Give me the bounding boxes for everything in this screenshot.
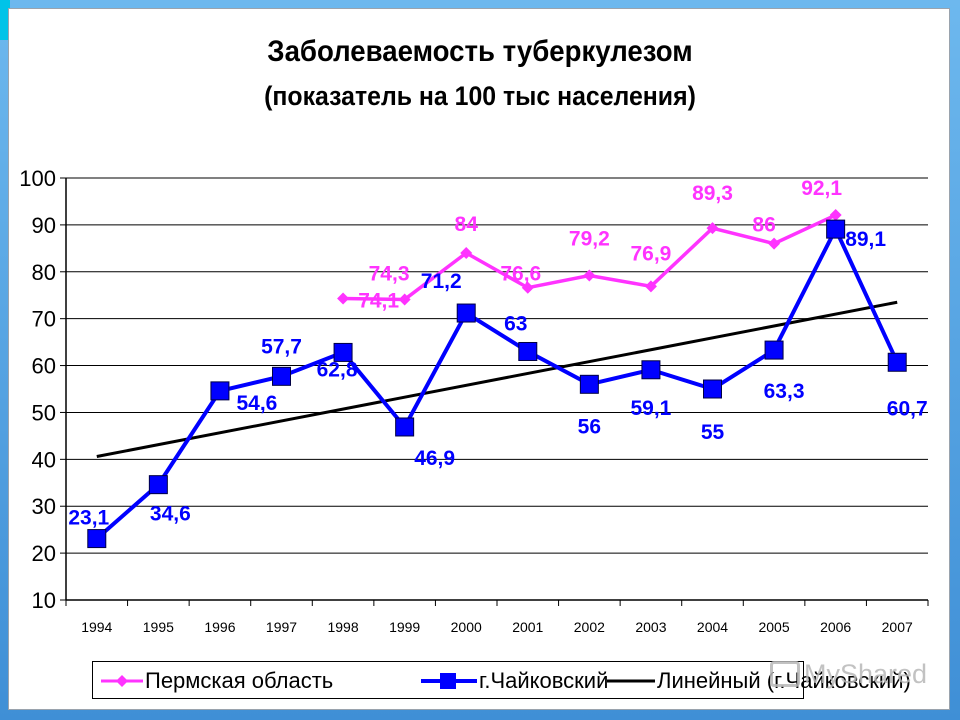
chaikovsky-point [272,366,291,386]
perm-point [460,247,473,260]
presentation-icon [770,661,800,687]
perm-data-label: 89,3 [692,182,733,205]
x-tick-label: 2004 [697,619,728,635]
axes: 10 20 30 40 50 60 70 80 90 100 1994 1995 1996 1997 199… [19,166,929,635]
legend-item-perm: Пермская область [99,662,333,700]
chaikovsky-point [518,341,538,361]
x-tick-label: 2006 [820,619,851,635]
x-tick-label: 2002 [574,619,605,635]
perm-data-label: 86 [752,214,775,237]
x-tick-label: 2003 [635,619,666,635]
legend-label-trend: Линейный (г.Чайковский) [657,668,911,693]
perm-data-label: 74,1 [358,289,399,312]
chaikovsky-series [87,219,907,549]
perm-series [337,209,842,306]
chaikovsky-point [887,352,907,372]
x-tick-label: 1998 [327,619,358,635]
chaikovsky-point [87,529,107,549]
chaikovsky-data-label: 46,9 [414,447,455,470]
y-tick-label: 50 [32,400,56,425]
y-tick-label: 70 [32,307,56,332]
chaikovsky-line [95,224,900,541]
chaikovsky-data-label: 60,7 [887,397,928,420]
perm-data-label: 74,3 [369,263,410,286]
perm-data-label: 79,2 [569,228,610,251]
x-tick-label: 2000 [451,619,482,635]
x-tick-label: 1999 [389,619,420,635]
legend-label-perm: Пермская область [145,668,334,693]
x-tick-label: 1995 [143,619,174,635]
legend-label-chaikovsky: г.Чайковский [479,668,609,693]
legend-item-trend: Линейный (г.Чайковский) [605,662,911,700]
chaikovsky-point [148,475,168,495]
perm-point [644,280,657,293]
data-labels: 74,3 74,1 84 76,6 79,2 76,9 89,3 86 92,1 23,1 34,6… [68,177,927,530]
chaikovsky-point [333,342,353,362]
x-tick-label: 1996 [204,619,235,635]
chaikovsky-data-label: 63 [504,312,527,335]
chaikovsky-point [703,379,722,399]
y-tick-label: 30 [32,494,56,519]
perm-data-label: 76,6 [500,263,541,286]
watermark-text: MyShared [804,658,928,689]
chaikovsky-data-label: 56 [578,415,601,438]
chaikovsky-point [641,360,661,380]
perm-data-label: 84 [455,213,479,236]
chaikovsky-data-label: 55 [701,421,725,444]
perm-data-label: 92,1 [801,177,842,200]
chaikovsky-point [456,303,476,323]
chaikovsky-data-label: 23,1 [68,507,109,530]
chaikovsky-data-label: 63,3 [764,380,805,403]
perm-point [337,292,350,305]
chaikovsky-point [210,381,230,401]
chart-legend: Пермская область г.Чайковский Линейный (… [92,661,911,700]
perm-point [521,281,534,294]
perm-point [706,222,719,235]
chaikovsky-point [395,417,415,437]
chaikovsky-data-label: 62,8 [317,358,358,381]
legend-swatch-chaikovsky [421,673,477,689]
x-tick-label: 1994 [81,619,112,635]
corner-accent [0,0,10,40]
legend-swatch-trend [607,679,655,683]
perm-point [583,269,596,282]
chaikovsky-data-label: 34,6 [150,503,191,526]
y-tick-label: 90 [32,213,56,238]
chart-title: Заболеваемость туберкулезом [267,35,693,68]
y-tick-label: 100 [19,166,56,191]
chaikovsky-point [579,374,599,394]
perm-point [768,237,781,250]
y-tick-label: 40 [32,447,56,472]
trendline-layer [96,300,898,458]
x-tick-label: 2005 [758,619,789,635]
chaikovsky-point [826,219,846,239]
chaikovsky-data-label: 59,1 [630,397,671,420]
chaikovsky-data-label: 71,2 [421,270,462,293]
perm-point [829,209,842,222]
perm-data-label: 76,9 [630,242,671,265]
y-tick-label: 60 [32,354,56,379]
y-tick-label: 10 [32,588,56,613]
trend-line [96,300,898,458]
chaikovsky-point [764,340,784,360]
chaikovsky-data-label: 57,7 [261,335,302,358]
y-tick-label: 20 [32,541,56,566]
chart-frame [8,8,950,710]
legend-swatch-perm [101,675,143,687]
x-tick-label: 2007 [882,619,913,635]
y-tick-label: 80 [32,260,56,285]
legend-item-chaikovsky: г.Чайковский [419,662,608,700]
chart-subtitle: (показатель на 100 тыс населения) [264,81,696,111]
watermark: MyShared [770,658,927,690]
chaikovsky-data-label: 89,1 [845,228,886,251]
x-tick-label: 2001 [512,619,543,635]
x-tick-label: 1997 [266,619,297,635]
perm-point [398,293,411,306]
chaikovsky-data-label: 54,6 [236,392,277,415]
